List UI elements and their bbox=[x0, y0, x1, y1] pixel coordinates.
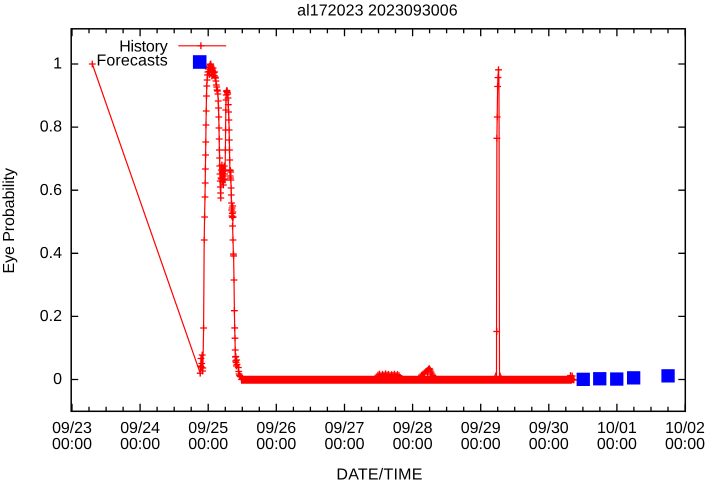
svg-text:0.4: 0.4 bbox=[40, 245, 62, 262]
svg-text:00:00: 00:00 bbox=[52, 436, 92, 453]
svg-text:10/02: 10/02 bbox=[665, 420, 705, 437]
svg-text:09/29: 09/29 bbox=[461, 420, 501, 437]
svg-text:0.8: 0.8 bbox=[40, 119, 62, 136]
svg-text:09/27: 09/27 bbox=[325, 420, 365, 437]
svg-text:1: 1 bbox=[53, 56, 62, 73]
svg-text:Eye Probability: Eye Probability bbox=[1, 168, 18, 274]
svg-text:09/28: 09/28 bbox=[393, 420, 433, 437]
svg-text:0.2: 0.2 bbox=[40, 308, 62, 325]
svg-text:History: History bbox=[119, 39, 168, 56]
svg-text:09/30: 09/30 bbox=[529, 420, 569, 437]
svg-text:00:00: 00:00 bbox=[188, 436, 228, 453]
svg-text:al172023 2023093006: al172023 2023093006 bbox=[297, 2, 458, 19]
svg-text:00:00: 00:00 bbox=[256, 436, 296, 453]
svg-text:00:00: 00:00 bbox=[120, 436, 160, 453]
svg-text:0: 0 bbox=[53, 371, 62, 388]
svg-text:09/25: 09/25 bbox=[188, 420, 228, 437]
svg-text:00:00: 00:00 bbox=[325, 436, 365, 453]
svg-text:00:00: 00:00 bbox=[665, 436, 705, 453]
svg-text:00:00: 00:00 bbox=[529, 436, 569, 453]
svg-text:09/24: 09/24 bbox=[120, 420, 160, 437]
svg-text:00:00: 00:00 bbox=[461, 436, 501, 453]
svg-text:DATE/TIME: DATE/TIME bbox=[336, 467, 422, 482]
svg-text:Forecasts: Forecasts bbox=[97, 52, 168, 69]
svg-text:09/23: 09/23 bbox=[52, 420, 92, 437]
svg-text:00:00: 00:00 bbox=[597, 436, 637, 453]
svg-text:09/26: 09/26 bbox=[256, 420, 296, 437]
svg-text:0.6: 0.6 bbox=[40, 182, 62, 199]
svg-text:00:00: 00:00 bbox=[393, 436, 433, 453]
svg-text:10/01: 10/01 bbox=[597, 420, 637, 437]
